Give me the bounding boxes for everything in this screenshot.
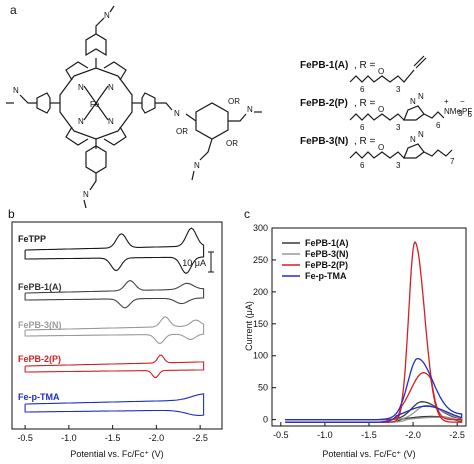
panel-b-traces [24,227,205,416]
panel-label-b: b [8,207,15,221]
y-tick-label: 100 [253,351,268,361]
svg-text:, R =: , R = [354,60,376,71]
panel-b: b FeTPP FePB-1(A) FePB-3(N) FePB-2(P) Fe… [8,207,223,459]
panel-b-trace-labels: FeTPP FePB-1(A) FePB-3(N) FePB-2(P) Fe-p… [18,234,62,402]
y-tick-label: 150 [253,319,268,329]
panel-c-xlabel: Potential vs. Fc/Fc⁺ (V) [322,449,415,459]
svg-text:+: + [444,97,449,106]
panel-c-legend: FePB-1(A)FePB-3(N)FePB-2(P)Fe-p-TMA [282,238,349,281]
svg-text:FePB-2(P): FePB-2(P) [300,98,348,109]
panel-b-x-ticks: -0.5 -1.0 -1.5 -2.0 -2.5 [17,425,208,443]
svg-text:, R =: , R = [354,136,376,147]
svg-text:OR: OR [176,127,188,136]
scale-bar: 10 μA [182,251,214,273]
svg-text:N: N [247,105,253,114]
x-tick-label: -2.0 [405,430,421,440]
svg-text:FePB-3(N): FePB-3(N) [300,136,348,147]
y-tick-label: 300 [253,223,268,233]
svg-text:N: N [194,161,200,170]
metal-center: Fe [90,100,100,109]
x-tick-label: -1.5 [105,433,121,443]
svg-text:N: N [174,109,180,118]
trace-label-fe-p-tma: Fe-p-TMA [18,392,60,402]
compound-fepb1: FePB-1(A) , R = 6 O 3 [300,55,427,94]
porphyrin-structure: N N N N Fe N N N [6,5,262,209]
panel-label-c: c [244,207,250,221]
svg-text:−: − [460,97,465,106]
x-tick-label: -1.0 [61,433,77,443]
panel-c-traces [285,241,463,423]
svg-text:O: O [378,105,384,114]
compound-fepb2: FePB-2(P) , R = 6 O 3 N N 6 + NMe 3 − PF… [300,92,473,132]
svg-text:O: O [378,143,384,152]
svg-text:7: 7 [450,157,455,166]
svg-text:N: N [410,135,416,144]
svg-text:FePB-1(A): FePB-1(A) [300,60,348,71]
svg-text:3: 3 [396,85,401,94]
panel-c-x-ticks: -0.5 -1.0 -1.5 -2.0 -2.5 [273,422,465,440]
svg-text:N: N [13,86,19,95]
panel-b-xlabel: Potential vs. Fc/Fc⁺ (V) [70,449,163,459]
trace-label-fepb3: FePB-3(N) [18,320,62,330]
compound-fepb3: FePB-3(N) , R = 6 O 3 N N 7 [300,130,455,170]
svg-text:OR: OR [228,97,240,106]
compound-list: FePB-1(A) , R = 6 O 3 FePB-2(P) , R = 6 … [300,55,473,170]
y-tick-label: 0 [263,415,268,425]
x-tick-label: -0.5 [17,433,33,443]
panel-c-ylabel: Current (μA) [244,301,254,351]
svg-text:NMe: NMe [444,107,461,116]
x-tick-label: -1.5 [361,430,377,440]
svg-text:N: N [78,117,84,126]
svg-text:6: 6 [360,85,365,94]
svg-text:O: O [378,67,384,76]
svg-text:3: 3 [396,161,401,170]
x-tick-label: -2.5 [449,430,465,440]
legend-entry: FePB-2(P) [305,260,348,270]
y-tick-label: 250 [253,255,268,265]
plot-frame-b [11,221,223,430]
y-tick-label: 50 [258,383,268,393]
panel-a: a N N N N Fe N [6,3,473,209]
y-tick-label: 200 [253,287,268,297]
x-tick-label: -1.0 [317,430,333,440]
x-tick-label: -2.5 [192,433,208,443]
svg-text:3: 3 [396,123,401,132]
svg-text:N: N [108,83,114,92]
svg-text:N: N [104,11,110,20]
svg-text:N: N [418,130,424,139]
svg-text:N: N [418,92,424,101]
svg-text:6: 6 [468,110,473,119]
trace-label-fetpp: FeTPP [18,234,46,244]
x-tick-label: -2.0 [149,433,165,443]
svg-text:6: 6 [436,121,441,130]
cv-trace-2 [24,316,205,345]
panel-label-a: a [10,3,17,17]
svg-text:6: 6 [360,161,365,170]
x-tick-label: -0.5 [273,430,289,440]
svg-text:N: N [78,83,84,92]
cv-trace-0 [24,227,205,275]
svg-text:, R =: , R = [354,98,376,109]
svg-text:3: 3 [458,109,463,118]
cv-trace-3 [24,354,205,378]
cv-trace-1 [24,280,205,309]
panel-c: c 0 50 100 150 200 250 300 -0.5 -1.0 -1.5 -2.0 -2.… [244,207,467,459]
svg-text:PF: PF [462,107,472,116]
svg-text:6: 6 [360,123,365,132]
legend-entry: FePB-3(N) [305,249,349,259]
trace-label-fepb2: FePB-2(P) [18,354,61,364]
plot-frame-c [271,227,467,427]
svg-text:N: N [410,97,416,106]
svg-text:OR: OR [226,139,238,148]
trace-label-fepb1: FePB-1(A) [18,282,62,292]
panel-c-y-ticks: 0 50 100 150 200 250 300 [253,223,276,425]
cv-trace-3 [285,357,463,423]
svg-text:N: N [83,190,89,199]
legend-entry: Fe-p-TMA [305,271,347,281]
svg-text:N: N [108,117,114,126]
cv-trace-4 [24,393,205,416]
scale-bar-label: 10 μA [182,258,206,268]
legend-entry: FePB-1(A) [305,238,349,248]
